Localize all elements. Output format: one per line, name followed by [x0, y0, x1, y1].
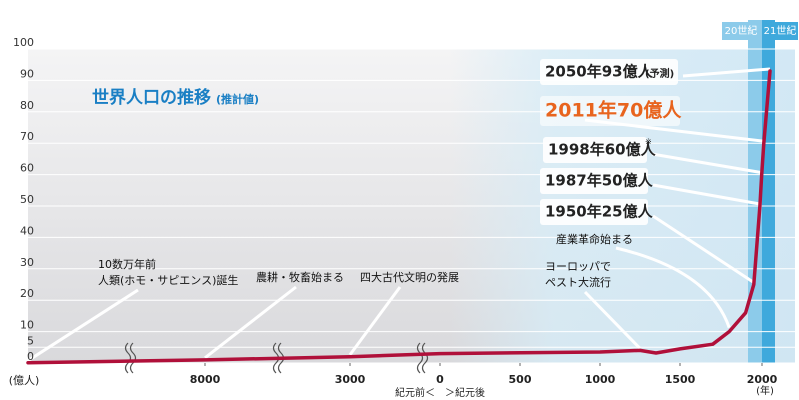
- century-tag: [722, 22, 760, 40]
- century-band: [762, 20, 775, 363]
- x-axis-label: (年): [756, 384, 774, 397]
- callout-label: ヨーロッパで: [545, 260, 611, 273]
- x-tick-label: 3000: [335, 373, 366, 386]
- callout-label: 10数万年前: [98, 257, 156, 271]
- callout-label: ペスト大流行: [545, 275, 611, 289]
- y-axis-label: (億人): [9, 374, 40, 387]
- axis-break: [416, 342, 429, 374]
- callout-label: 四大古代文明の発展: [360, 270, 459, 284]
- callout-label: 産業革命始まる: [556, 232, 633, 246]
- x-tick-label: 2000: [747, 373, 778, 386]
- callout-pointer: [348, 286, 402, 356]
- y-tick-label: 60: [20, 162, 34, 175]
- callout-pointer: [652, 214, 755, 284]
- grid: [28, 48, 795, 364]
- callout-box: [540, 168, 648, 194]
- x-tick-label: 8000: [190, 373, 221, 386]
- y-tick-label: 40: [20, 224, 34, 237]
- y-tick-label: 50: [20, 193, 34, 206]
- y-tick-label: 20: [20, 287, 34, 300]
- y-tick-label: 10: [20, 319, 34, 332]
- callout-label: 人類(ホモ・サピエンス)誕生: [98, 273, 238, 287]
- callouts: 2050年93億人(予測) 2011年70億人 1998年60億人※ 1987年50億…: [27, 59, 771, 362]
- callout-label: 2050年93億人: [545, 63, 654, 81]
- x-tick-label: 500: [509, 373, 532, 386]
- y-tick-label: 70: [20, 130, 34, 143]
- callout-pointer: [583, 290, 642, 350]
- callout-pointer: [204, 285, 297, 360]
- callout-label: (予測): [645, 67, 674, 80]
- note-mark: ※: [645, 138, 652, 147]
- x-tick-label: 1500: [665, 373, 696, 386]
- y-tick-label: 90: [20, 67, 34, 80]
- callout-pointer: [615, 246, 731, 329]
- x-tick-label: 1000: [585, 373, 616, 386]
- century-label: 20世紀: [725, 24, 758, 37]
- population-line: [26, 69, 772, 365]
- century-label: 21世紀: [764, 24, 797, 37]
- callout-label: 1998年60億人: [548, 141, 657, 159]
- callout-box: [540, 199, 648, 225]
- callout-box: [540, 96, 680, 126]
- century-tag: [762, 22, 798, 40]
- callout-label: 1950年25億人: [545, 203, 654, 221]
- axis-break: [124, 342, 137, 374]
- callout-pointer: [651, 152, 762, 175]
- era-label: 紀元前＜ ＞紀元後: [395, 386, 485, 399]
- y-tick-label: 30: [20, 256, 34, 269]
- chart-subtitle: (推計値): [216, 92, 259, 106]
- y-tick-label: 100: [13, 36, 34, 49]
- callout-box: [540, 59, 678, 85]
- y-tick-label: 5: [27, 334, 34, 347]
- y-tick-label: 0: [27, 350, 34, 363]
- y-tick-label: 80: [20, 99, 34, 112]
- callout-pointer: [652, 183, 761, 206]
- callout-label: 農耕・牧畜始まる: [256, 270, 344, 284]
- callout-label: 2011年70億人: [545, 99, 682, 122]
- callout-pointer: [682, 67, 771, 78]
- chart-title: 世界人口の推移: [92, 87, 211, 108]
- callout-label: 1987年50億人: [545, 172, 654, 190]
- callout-box: [543, 137, 647, 163]
- century-band: [748, 20, 762, 363]
- callout-pointer: [27, 288, 139, 362]
- x-tick-label: 0: [436, 373, 444, 386]
